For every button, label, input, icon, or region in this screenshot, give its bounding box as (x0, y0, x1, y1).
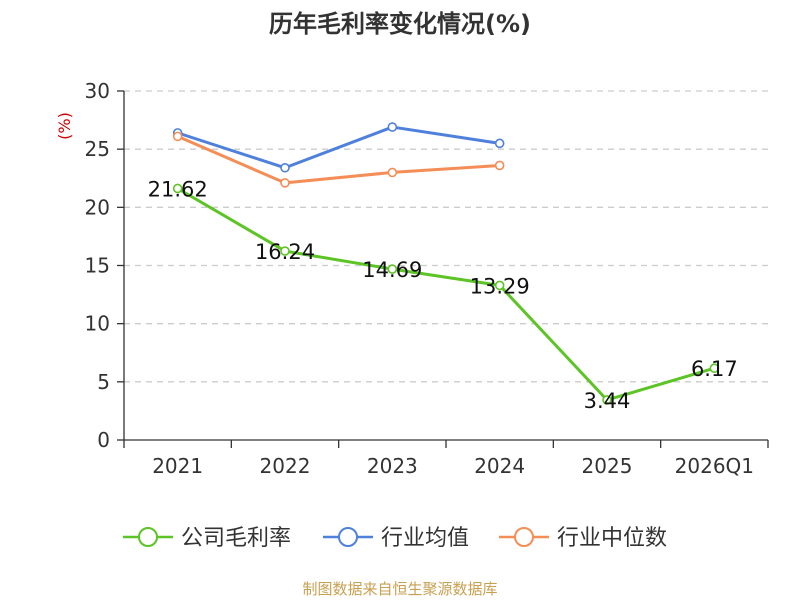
legend-label: 行业均值 (381, 526, 469, 551)
series-line-0 (176, 187, 715, 402)
y-tick-label: 30 (85, 79, 110, 103)
legend: 公司毛利率 行业均值 行业中位数 (123, 526, 667, 551)
series-lines (176, 125, 715, 402)
x-tick-label: 2022 (260, 454, 311, 478)
y-tick-label: 5 (97, 370, 110, 394)
x-tick-label: 2025 (582, 454, 633, 478)
grid-lines (124, 90, 768, 383)
y-unit-label: (%) (55, 112, 74, 140)
data-point (280, 246, 290, 256)
data-point (172, 131, 183, 142)
legend-marker (338, 527, 358, 547)
data-label: 3.44 (584, 389, 631, 413)
data-point (172, 183, 183, 194)
legend-marker (138, 527, 158, 547)
y-tick-label: 0 (97, 428, 110, 452)
x-tick-label: 2024 (474, 454, 525, 478)
chart-title: 历年毛利率变化情况(%) (269, 10, 531, 38)
data-point (387, 167, 398, 178)
x-tick-label: 2026Q1 (675, 454, 754, 478)
data-label: 16.24 (255, 240, 315, 264)
data-label: 13.29 (470, 274, 530, 298)
data-point (387, 264, 398, 274)
y-tick-label: 15 (85, 254, 110, 278)
data-label: 14.69 (362, 258, 422, 282)
x-tick-label: 2023 (367, 454, 418, 478)
y-tick-label: 25 (85, 137, 110, 161)
legend-label: 公司毛利率 (181, 526, 291, 551)
data-point (280, 178, 290, 188)
data-point (602, 395, 612, 405)
data-labels: 21.62 16.24 14.69 13.29 3.44 6.17 (148, 177, 738, 412)
data-label: 6.17 (691, 357, 738, 381)
legend-label: 行业中位数 (557, 526, 667, 551)
data-label: 21.62 (148, 177, 208, 201)
data-point (280, 162, 290, 173)
series-line-2 (177, 134, 500, 185)
data-point (494, 138, 505, 149)
data-point (494, 280, 505, 291)
data-point (494, 160, 505, 171)
y-tick-label: 20 (85, 195, 110, 219)
x-tick-label: 2021 (152, 454, 203, 478)
series-line-1 (177, 125, 500, 170)
y-tick-label: 10 (85, 312, 110, 336)
data-point (387, 122, 398, 132)
source-note: 制图数据来自恒生聚源数据库 (302, 580, 497, 598)
axes (117, 90, 769, 448)
legend-marker (514, 527, 534, 547)
series-points (172, 122, 720, 405)
data-point (709, 363, 720, 374)
